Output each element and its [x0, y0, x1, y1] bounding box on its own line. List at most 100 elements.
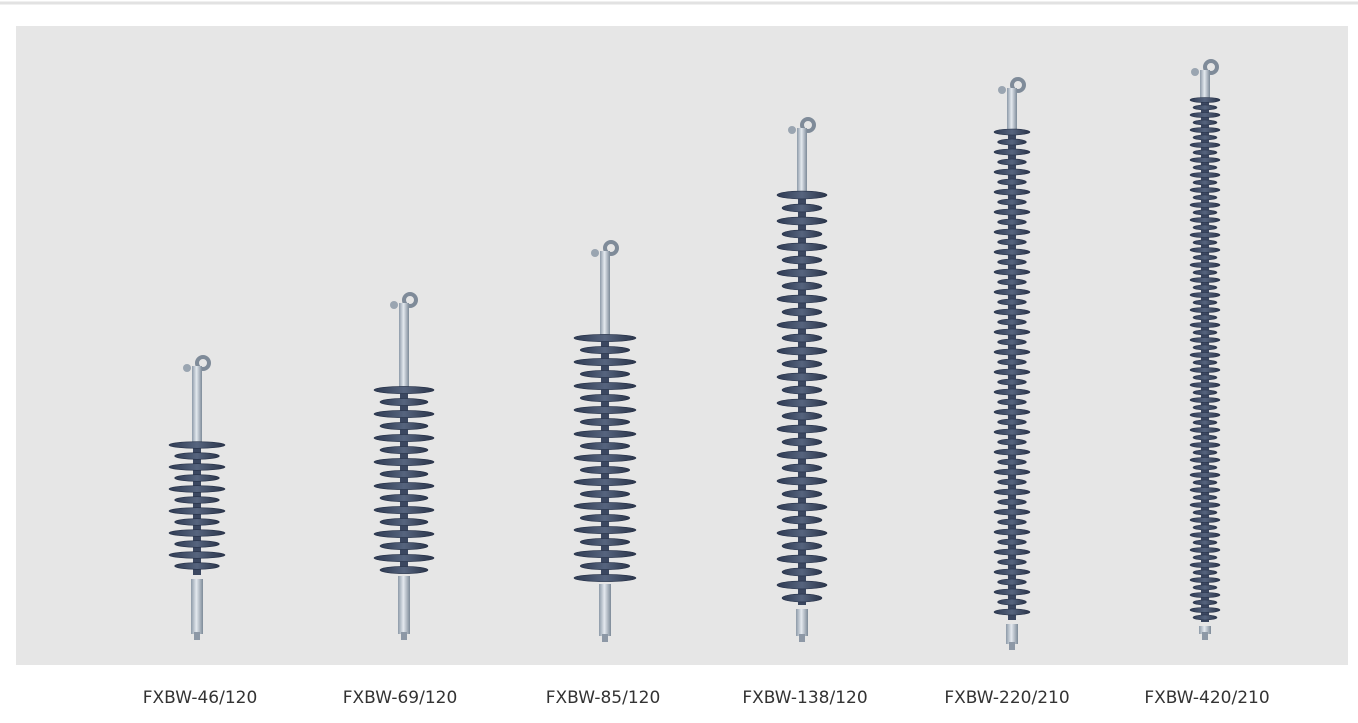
- fitting-rod: [1200, 70, 1210, 100]
- shed: [1192, 569, 1218, 576]
- shed: [1192, 344, 1218, 351]
- shed: [579, 562, 631, 570]
- shed: [781, 437, 823, 447]
- shed: [1189, 517, 1221, 523]
- shed: [781, 307, 823, 317]
- shed: [1192, 299, 1218, 306]
- shed: [781, 229, 823, 239]
- shed: [993, 228, 1031, 236]
- shed: [781, 567, 823, 577]
- shed: [993, 248, 1031, 256]
- bottom-rod: [796, 609, 808, 636]
- shed: [997, 278, 1027, 286]
- shed: [993, 388, 1031, 396]
- shed: [997, 318, 1027, 326]
- shed: [579, 514, 631, 522]
- shed: [379, 518, 429, 526]
- shed: [1192, 539, 1218, 546]
- shed: [781, 385, 823, 395]
- shed: [379, 422, 429, 430]
- shed: [1192, 524, 1218, 531]
- fitting-pin: [998, 86, 1006, 94]
- fitting-eye: [1010, 77, 1026, 93]
- shed: [1189, 337, 1221, 343]
- shed: [1192, 164, 1218, 171]
- shed: [997, 378, 1027, 386]
- shed: [993, 468, 1031, 476]
- shed: [993, 448, 1031, 456]
- shed: [776, 268, 828, 278]
- insulator: [1189, 59, 1221, 640]
- shed: [168, 529, 226, 537]
- shed: [776, 424, 828, 434]
- shed: [1189, 232, 1221, 238]
- shed: [579, 370, 631, 378]
- shed: [1189, 502, 1221, 508]
- shed: [997, 518, 1027, 526]
- shed: [997, 578, 1027, 586]
- shed: [1189, 532, 1221, 538]
- shed: [1189, 547, 1221, 553]
- fitting-eye: [800, 117, 816, 133]
- bottom-rod: [599, 584, 611, 636]
- shed: [781, 281, 823, 291]
- shed: [573, 334, 637, 342]
- fitting-eye: [1203, 59, 1219, 75]
- shed: [168, 507, 226, 515]
- fitting-pin: [788, 126, 796, 134]
- shed: [993, 208, 1031, 216]
- shed: [776, 190, 828, 200]
- insulators: [168, 59, 1221, 650]
- shed: [781, 593, 823, 603]
- shed: [573, 502, 637, 510]
- shed: [379, 446, 429, 454]
- shed: [168, 551, 226, 559]
- shed: [1189, 277, 1221, 283]
- shed: [993, 588, 1031, 596]
- fitting-rod: [399, 303, 409, 390]
- shed: [573, 430, 637, 438]
- shed: [997, 538, 1027, 546]
- bottom-rod: [191, 579, 203, 634]
- fitting-eye: [402, 292, 418, 308]
- insulator: [168, 355, 226, 640]
- shed: [781, 333, 823, 343]
- shed: [1192, 419, 1218, 426]
- shed: [1189, 442, 1221, 448]
- shed: [993, 128, 1031, 136]
- shed: [997, 258, 1027, 266]
- shed: [781, 411, 823, 421]
- fitting-rod: [192, 366, 202, 445]
- shed: [1189, 292, 1221, 298]
- shed: [174, 540, 220, 548]
- shed: [781, 359, 823, 369]
- shed: [1192, 374, 1218, 381]
- product-label: FXBW-46/120: [143, 688, 258, 708]
- shed: [776, 242, 828, 252]
- shed: [997, 598, 1027, 606]
- shed: [997, 458, 1027, 466]
- shed: [1192, 359, 1218, 366]
- shed: [373, 386, 435, 394]
- shed: [1192, 269, 1218, 276]
- shed: [993, 568, 1031, 576]
- shed: [993, 368, 1031, 376]
- shed: [379, 494, 429, 502]
- product-label: FXBW-220/210: [944, 688, 1069, 708]
- shed: [781, 515, 823, 525]
- shed: [1192, 599, 1218, 606]
- shed: [1189, 457, 1221, 463]
- shed: [573, 358, 637, 366]
- shed: [379, 542, 429, 550]
- shed: [579, 490, 631, 498]
- bottom-tongue: [602, 634, 608, 642]
- shed: [1192, 479, 1218, 486]
- shed: [1189, 112, 1221, 118]
- shed: [993, 348, 1031, 356]
- shed: [1192, 284, 1218, 291]
- bottom-tongue: [401, 632, 407, 640]
- shed: [1189, 472, 1221, 478]
- fitting-pin: [390, 301, 398, 309]
- shed: [174, 474, 220, 482]
- shed: [776, 216, 828, 226]
